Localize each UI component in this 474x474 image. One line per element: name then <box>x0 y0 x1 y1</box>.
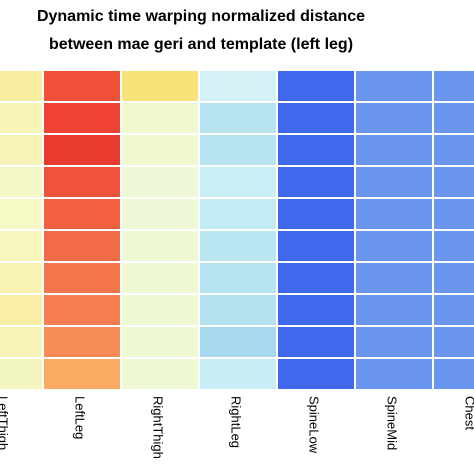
column-label-RightLeg: RightLeg <box>229 396 244 448</box>
heatmap-cell-RightLeg-row-8 <box>198 293 278 327</box>
chart-title: Dynamic time warping normalized distance <box>36 8 366 25</box>
heatmap-cell-LeftThigh-row-1 <box>0 69 45 103</box>
heatmap-cell-SpineLow-row-2 <box>276 101 356 135</box>
heatmap-cell-LeftLeg-row-3 <box>42 133 122 167</box>
heatmap-cell-Chest-row-1 <box>432 69 474 103</box>
heatmap-cell-SpineLow-row-3 <box>276 133 356 167</box>
heatmap-cell-RightLeg-row-10 <box>198 357 278 391</box>
heatmap-cell-RightLeg-row-5 <box>198 197 278 231</box>
heatmap-cell-RightThigh-row-5 <box>120 197 200 231</box>
heatmap-cell-RightLeg-row-9 <box>198 325 278 359</box>
heatmap-cell-LeftThigh-row-9 <box>0 325 45 359</box>
heatmap-cell-LeftThigh-row-3 <box>0 133 45 167</box>
heatmap-cell-SpineLow-row-5 <box>276 197 356 231</box>
heatmap-cell-RightLeg-row-4 <box>198 165 278 199</box>
heatmap-cell-LeftThigh-row-8 <box>0 293 45 327</box>
heatmap-cell-SpineMid-row-3 <box>354 133 434 167</box>
heatmap-cell-LeftLeg-row-10 <box>42 357 122 391</box>
heatmap-cell-LeftThigh-row-6 <box>0 229 45 263</box>
column-label-RightThigh: RightThigh <box>151 396 166 459</box>
heatmap-cell-SpineLow-row-10 <box>276 357 356 391</box>
heatmap-cell-LeftThigh-row-2 <box>0 101 45 135</box>
heatmap-cell-SpineMid-row-2 <box>354 101 434 135</box>
heatmap-cell-LeftThigh-row-5 <box>0 197 45 231</box>
heatmap-cell-Chest-row-10 <box>432 357 474 391</box>
heatmap-cell-RightThigh-row-4 <box>120 165 200 199</box>
heatmap-cell-LeftThigh-row-10 <box>0 357 45 391</box>
heatmap-cell-RightLeg-row-7 <box>198 261 278 295</box>
heatmap-cell-RightThigh-row-7 <box>120 261 200 295</box>
column-label-LeftThigh: LeftThigh <box>0 396 11 450</box>
heatmap-cell-RightThigh-row-1 <box>120 69 200 103</box>
heatmap-cell-SpineLow-row-4 <box>276 165 356 199</box>
heatmap-cell-LeftLeg-row-9 <box>42 325 122 359</box>
chart-subtitle: between mae geri and template (left leg) <box>48 36 354 53</box>
column-label-SpineLow: SpineLow <box>307 396 322 454</box>
heatmap-cell-Chest-row-7 <box>432 261 474 295</box>
heatmap-cell-SpineLow-row-1 <box>276 69 356 103</box>
heatmap-cell-LeftLeg-row-4 <box>42 165 122 199</box>
heatmap-cell-RightThigh-row-2 <box>120 101 200 135</box>
column-label-SpineMid: SpineMid <box>385 396 400 450</box>
heatmap-cell-RightLeg-row-2 <box>198 101 278 135</box>
heatmap-cell-LeftLeg-row-8 <box>42 293 122 327</box>
heatmap-cell-SpineMid-row-1 <box>354 69 434 103</box>
heatmap-cell-RightThigh-row-8 <box>120 293 200 327</box>
heatmap-cell-SpineMid-row-5 <box>354 197 434 231</box>
heatmap-cell-Chest-row-4 <box>432 165 474 199</box>
column-label-LeftLeg: LeftLeg <box>73 396 88 439</box>
heatmap-cell-LeftLeg-row-6 <box>42 229 122 263</box>
heatmap-cell-Chest-row-8 <box>432 293 474 327</box>
heatmap-cell-SpineMid-row-8 <box>354 293 434 327</box>
heatmap-cell-RightThigh-row-3 <box>120 133 200 167</box>
heatmap-cell-SpineLow-row-8 <box>276 293 356 327</box>
heatmap-cell-RightLeg-row-3 <box>198 133 278 167</box>
heatmap-cell-Chest-row-6 <box>432 229 474 263</box>
heatmap-cell-RightThigh-row-6 <box>120 229 200 263</box>
heatmap-cell-Chest-row-5 <box>432 197 474 231</box>
heatmap-cell-LeftThigh-row-4 <box>0 165 45 199</box>
heatmap-cell-LeftLeg-row-1 <box>42 69 122 103</box>
heatmap-cell-RightThigh-row-10 <box>120 357 200 391</box>
column-label-Chest: Chest <box>463 396 474 430</box>
heatmap-cell-Chest-row-9 <box>432 325 474 359</box>
heatmap-cell-SpineMid-row-6 <box>354 229 434 263</box>
heatmap-cell-Chest-row-3 <box>432 133 474 167</box>
heatmap-cell-SpineMid-row-9 <box>354 325 434 359</box>
heatmap-cell-RightLeg-row-1 <box>198 69 278 103</box>
heatmap-cell-RightThigh-row-9 <box>120 325 200 359</box>
heatmap-cell-SpineMid-row-4 <box>354 165 434 199</box>
heatmap-cell-LeftLeg-row-5 <box>42 197 122 231</box>
heatmap-cell-SpineLow-row-6 <box>276 229 356 263</box>
heatmap-cell-SpineLow-row-7 <box>276 261 356 295</box>
heatmap-cell-SpineLow-row-9 <box>276 325 356 359</box>
heatmap-cell-LeftThigh-row-7 <box>0 261 45 295</box>
heatmap-cell-SpineMid-row-7 <box>354 261 434 295</box>
heatmap-cell-RightLeg-row-6 <box>198 229 278 263</box>
heatmap-cell-LeftLeg-row-2 <box>42 101 122 135</box>
heatmap-cell-Chest-row-2 <box>432 101 474 135</box>
heatmap-cell-SpineMid-row-10 <box>354 357 434 391</box>
heatmap-cell-LeftLeg-row-7 <box>42 261 122 295</box>
